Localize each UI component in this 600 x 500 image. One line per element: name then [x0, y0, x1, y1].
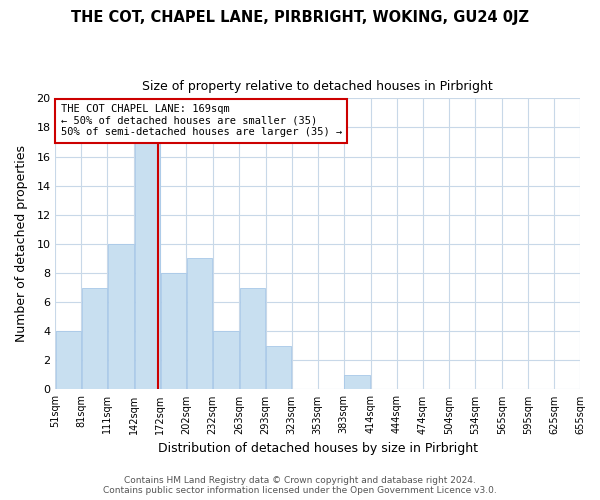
Text: THE COT CHAPEL LANE: 169sqm
← 50% of detached houses are smaller (35)
50% of sem: THE COT CHAPEL LANE: 169sqm ← 50% of det… [61, 104, 342, 138]
Bar [213, 331, 239, 390]
Bar [344, 375, 370, 390]
Bar [134, 142, 160, 390]
Bar [266, 346, 292, 390]
Text: THE COT, CHAPEL LANE, PIRBRIGHT, WOKING, GU24 0JZ: THE COT, CHAPEL LANE, PIRBRIGHT, WOKING,… [71, 10, 529, 25]
Text: Contains HM Land Registry data © Crown copyright and database right 2024.
Contai: Contains HM Land Registry data © Crown c… [103, 476, 497, 495]
Bar [107, 244, 134, 390]
Bar [239, 288, 265, 390]
Bar [82, 288, 107, 390]
Bar [161, 273, 186, 390]
Bar [187, 258, 212, 390]
X-axis label: Distribution of detached houses by size in Pirbright: Distribution of detached houses by size … [158, 442, 478, 455]
Y-axis label: Number of detached properties: Number of detached properties [15, 146, 28, 342]
Bar [56, 331, 81, 390]
Title: Size of property relative to detached houses in Pirbright: Size of property relative to detached ho… [142, 80, 493, 93]
